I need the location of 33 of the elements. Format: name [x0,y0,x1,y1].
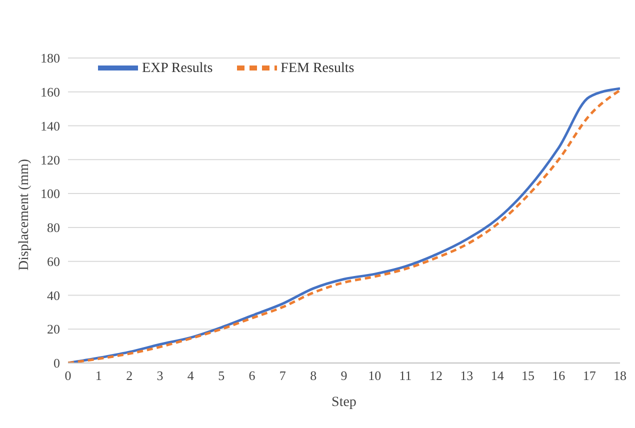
x-tick-label: 15 [522,368,534,384]
x-tick-label: 4 [187,368,194,384]
x-tick-label: 10 [368,368,382,384]
x-tick-label: 7 [279,368,286,384]
legend-label: EXP Results [142,60,213,76]
x-tick-label: 5 [218,368,225,384]
x-tick-label: 2 [126,368,133,384]
y-tick-label: 100 [40,186,60,202]
x-tick-label: 1 [95,368,102,384]
x-tick-label: 6 [248,368,256,384]
y-tick-label: 80 [47,220,60,236]
x-tick-label: 0 [64,368,72,384]
x-tick-label: 14 [490,368,504,384]
x-tick-label: 18 [614,368,626,384]
y-tick-label: 40 [47,288,60,303]
y-tick-label: 20 [47,322,60,337]
y-tick-label: 140 [40,118,60,134]
x-tick-label: 13 [460,368,474,384]
y-tick-label: 120 [40,152,60,168]
legend-label: FEM Results [280,60,354,76]
x-tick-label: 8 [310,368,317,384]
x-tick-label: 9 [340,368,348,384]
y-tick-label: 60 [47,254,60,269]
x-tick-label: 11 [399,368,412,384]
y-tick-label: 180 [40,50,60,66]
y-axis-title: Displacement (mm) [16,158,32,270]
y-tick-label: 160 [40,84,60,100]
x-tick-label: 17 [582,368,596,384]
x-tick-label: 16 [552,368,566,384]
x-axis-title: Step [332,395,356,410]
y-tick-label: 0 [54,356,60,371]
x-tick-label: 12 [430,368,442,384]
x-tick-label: 3 [156,368,164,384]
